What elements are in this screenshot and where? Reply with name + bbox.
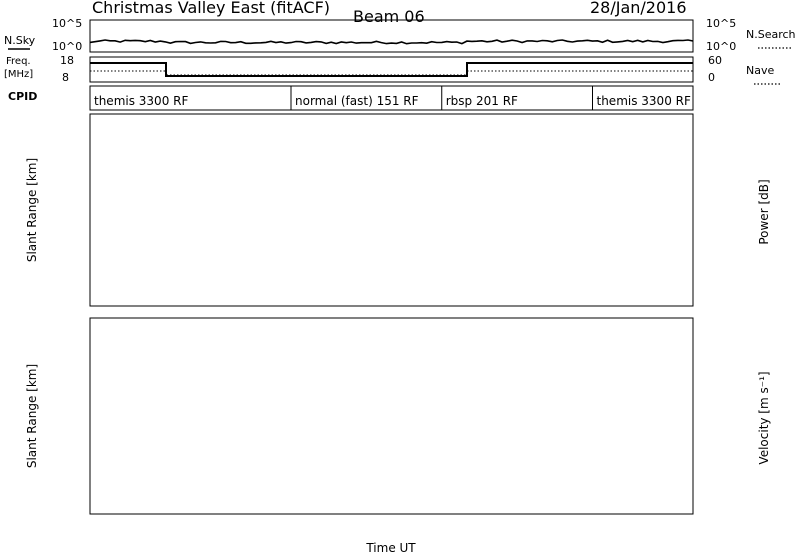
cpid-segment-label: rbsp 201 RF (446, 94, 518, 108)
velocity-axes-frame (89, 317, 694, 515)
velocity-y-axis-label: Slant Range [km] (25, 364, 39, 468)
nave-top-tick: 60 (708, 54, 722, 67)
cpid-segment-label: themis 3300 RF (94, 94, 188, 108)
x-axis-label: Time UT (365, 541, 416, 554)
nsky-bottom-tick: 10^0 (52, 40, 82, 53)
cpid-segment-label: normal (fast) 151 RF (295, 94, 419, 108)
beam-label: Beam 06 (353, 7, 425, 26)
freq-unit-label: [MHz] (4, 69, 33, 80)
nsky-top-tick: 10^5 (52, 17, 82, 30)
nsky-label: N.Sky (4, 34, 36, 47)
nsearch-label: N.Search (746, 28, 796, 41)
nsearch-bottom-tick: 10^0 (706, 40, 736, 53)
freq-bottom-tick: 8 (62, 71, 69, 84)
date-label: 28/Jan/2016 (590, 0, 687, 17)
nave-series-line (90, 70, 693, 76)
cpid-label: CPID (8, 90, 37, 103)
freq-top-tick: 18 (60, 54, 74, 67)
nsky-series-line (89, 39, 694, 45)
power-y-axis-label: Slant Range [km] (25, 158, 39, 262)
freq-label: Freq. (6, 56, 31, 67)
nave-bottom-tick: 0 (708, 71, 715, 84)
cpid-segments: themis 3300 RF normal (fast) 151 RF rbsp 2… (94, 86, 691, 110)
velocity-colorbar-label: Velocity [m s⁻¹] (757, 371, 771, 464)
power-axes-frame (89, 113, 694, 307)
power-panel: Slant Range [km] (25, 113, 694, 307)
freq-series-line (90, 62, 693, 77)
power-colorbar-label: Power [dB] (757, 179, 771, 244)
nave-label: Nave (746, 64, 774, 77)
station-title: Christmas Valley East (fitACF) (92, 0, 330, 17)
cpid-strip-frame (89, 85, 694, 111)
nsky-strip-frame (89, 19, 694, 53)
freq-strip-frame (89, 56, 694, 83)
velocity-panel: Slant Range [km] (25, 317, 694, 515)
nsearch-top-tick: 10^5 (706, 17, 736, 30)
cpid-segment-label: themis 3300 RF (597, 94, 691, 108)
